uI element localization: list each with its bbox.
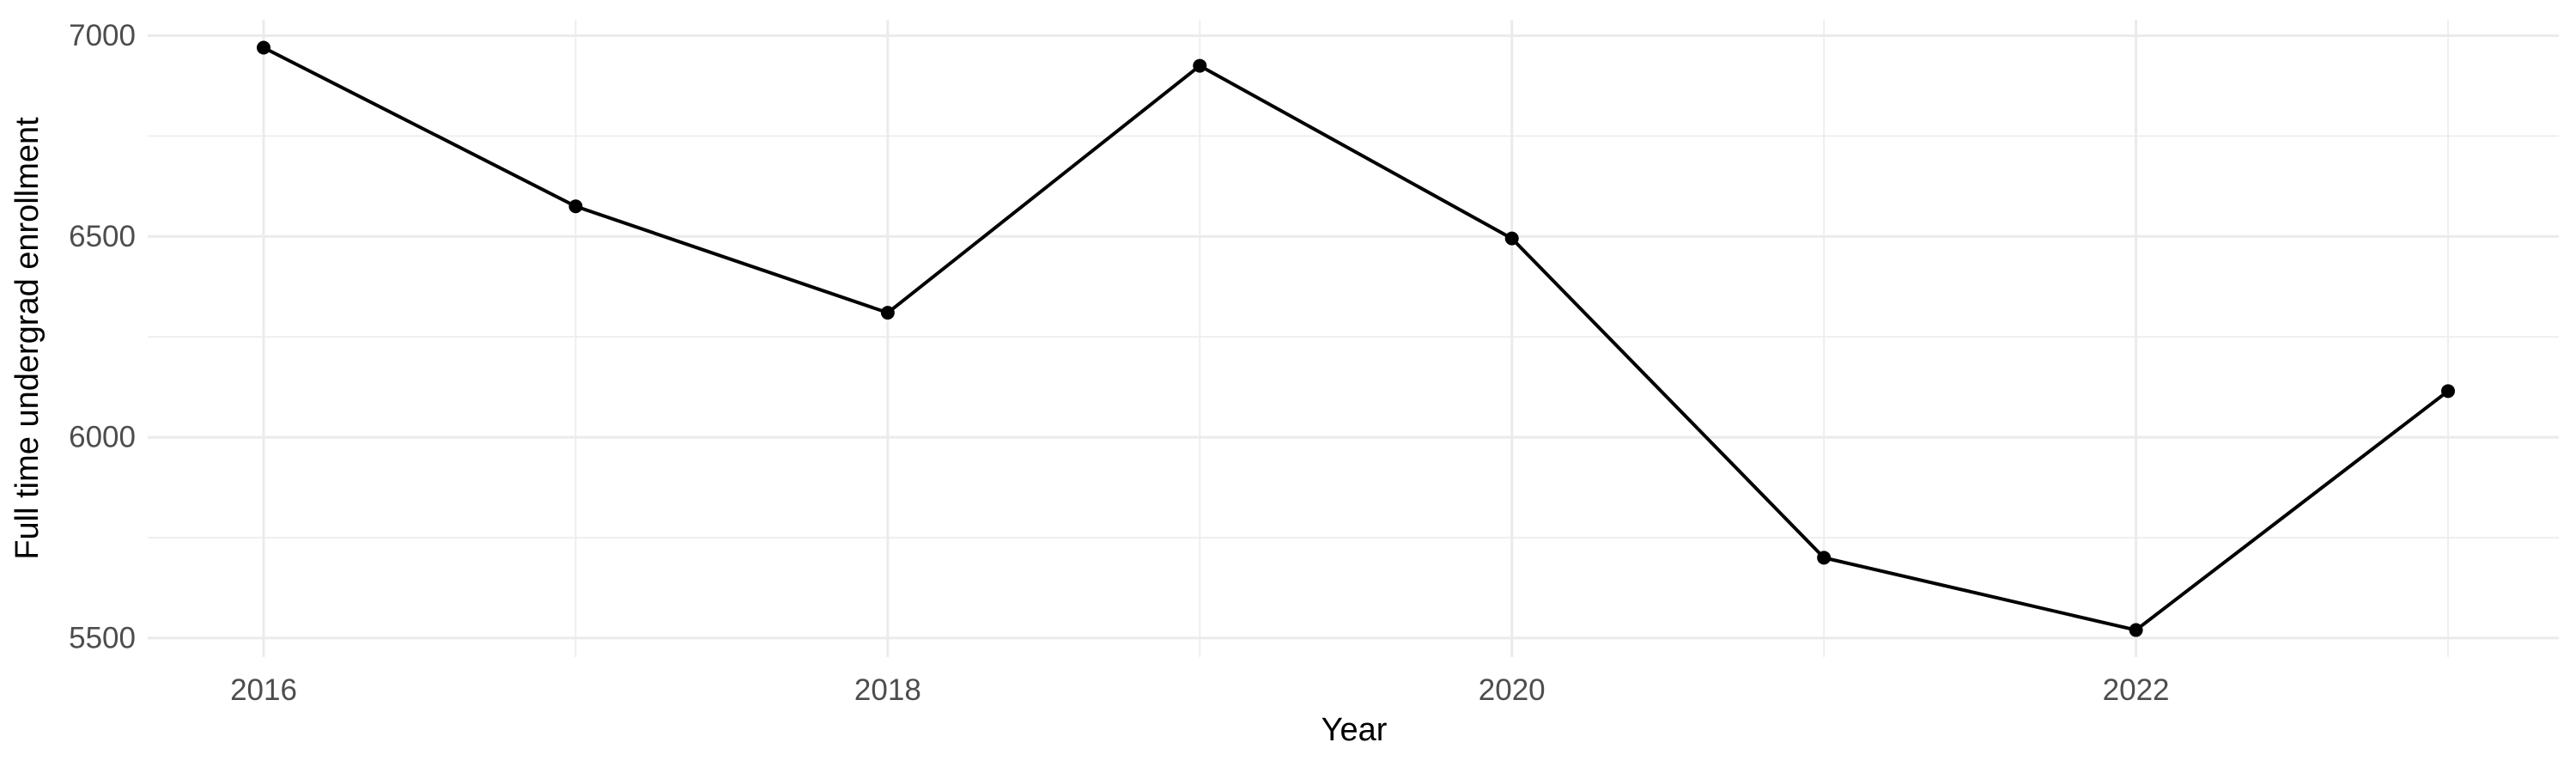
data-point-2016 [257, 40, 270, 55]
data-point-2022 [2129, 623, 2143, 637]
data-point-2021 [1817, 551, 1832, 565]
y-tick-label-6500: 6500 [69, 220, 136, 253]
x-tick-label-2018: 2018 [854, 673, 921, 707]
data-point-2017 [568, 199, 583, 214]
x-tick-label-2016: 2016 [230, 673, 297, 707]
x-axis-title: Year [1321, 712, 1388, 748]
data-point-2023 [2441, 384, 2456, 399]
y-tick-label-5500: 5500 [69, 621, 136, 654]
y-tick-label-6000: 6000 [69, 421, 136, 454]
y-tick-label-7000: 7000 [69, 19, 136, 52]
gridlines-major [148, 20, 2559, 657]
line-series [257, 40, 2456, 637]
data-point-2019 [1193, 58, 1207, 73]
x-tick-label-2022: 2022 [2103, 673, 2170, 707]
enrollment-line [263, 46, 2450, 632]
x-tick-label-2020: 2020 [1479, 673, 1546, 707]
data-point-2020 [1504, 231, 1519, 246]
gridlines-minor [148, 20, 2559, 657]
y-axis-title: Full time undergrad enrollment [9, 117, 46, 560]
data-point-2018 [880, 306, 895, 320]
axis-tick-labels: 7000 6500 6000 5500 2016 2018 2020 2022 [69, 19, 2169, 707]
